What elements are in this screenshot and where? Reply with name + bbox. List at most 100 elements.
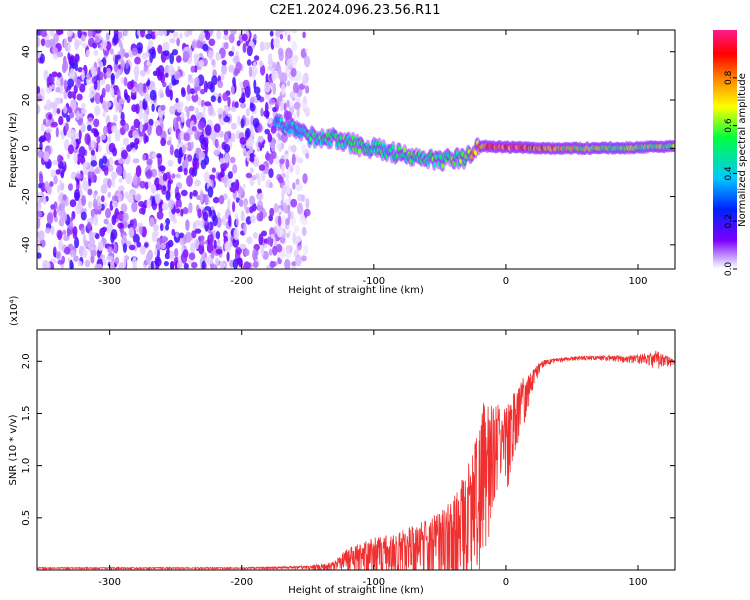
noise-cell (177, 166, 181, 173)
noise-cell (162, 185, 167, 191)
noise-cell (118, 158, 125, 164)
noise-cell (263, 81, 271, 93)
noise-cell (151, 168, 157, 178)
noise-cell (136, 42, 144, 52)
noise-cell (228, 33, 235, 44)
noise-cell (146, 158, 153, 166)
noise-cell (103, 218, 109, 225)
noise-cell (183, 167, 188, 176)
noise-cell (75, 172, 80, 179)
noise-cell (305, 198, 310, 209)
noise-cell (235, 179, 240, 192)
noise-cell (305, 48, 309, 54)
noise-cell (281, 184, 288, 194)
noise-cell (199, 134, 206, 144)
noise-cell (70, 100, 77, 111)
noise-cell (222, 215, 227, 226)
noise-cell (270, 233, 275, 239)
noise-cell (138, 207, 145, 215)
noise-cell (57, 259, 65, 265)
noise-cell (46, 212, 54, 225)
noise-cell (44, 181, 49, 191)
spectrogram-y-tick-label: -20 (21, 188, 32, 204)
noise-cell (118, 31, 122, 39)
noise-cell (60, 170, 65, 179)
noise-cell (132, 147, 136, 153)
noise-cell (93, 168, 100, 175)
noise-cell (166, 248, 170, 255)
noise-cell (146, 198, 152, 209)
noise-cell (161, 202, 169, 211)
noise-cell (248, 66, 253, 78)
noise-cell (222, 111, 226, 119)
noise-cell (208, 221, 214, 231)
noise-cell (143, 113, 149, 124)
noise-cell (285, 245, 291, 253)
noise-cell (301, 102, 308, 109)
noise-cell (55, 169, 61, 175)
noise-cell (271, 67, 276, 75)
noise-cell (147, 40, 154, 47)
noise-cell (80, 227, 85, 235)
noise-cell (169, 89, 173, 101)
noise-cell (185, 219, 190, 232)
noise-cell (160, 242, 166, 250)
noise-cell (37, 252, 42, 259)
noise-cell (240, 210, 245, 222)
noise-cell (275, 30, 280, 38)
noise-cell (215, 231, 221, 240)
noise-cell (228, 50, 234, 57)
spectrogram-x-tick-label: 100 (628, 276, 647, 287)
noise-cell (273, 158, 279, 164)
noise-cell (224, 241, 232, 253)
noise-cell (245, 172, 253, 179)
noise-cell (290, 144, 297, 153)
noise-cell (155, 257, 162, 267)
noise-cell (199, 240, 205, 246)
noise-cell (161, 236, 169, 243)
noise-cell (78, 129, 82, 141)
noise-cell (131, 201, 138, 213)
noise-cell (80, 108, 87, 115)
noise-cell (246, 59, 252, 66)
noise-cell (257, 199, 264, 212)
noise-cell (287, 209, 291, 221)
noise-cell (180, 251, 188, 264)
snr-x-tick-label: -300 (98, 577, 121, 588)
noise-cell (145, 81, 150, 87)
noise-cell (123, 30, 129, 36)
noise-cell (202, 211, 209, 222)
noise-cell (96, 79, 101, 91)
noise-cell (252, 117, 260, 128)
signal-cell (432, 162, 436, 168)
noise-cell (55, 127, 59, 138)
noise-cell (157, 171, 163, 177)
colorbar-tick-label: 0.0 (724, 262, 734, 277)
noise-cell (169, 105, 176, 115)
noise-cell (233, 228, 240, 241)
noise-cell (90, 254, 95, 264)
noise-cell (174, 148, 180, 158)
noise-cell (287, 34, 291, 42)
noise-cell (59, 179, 63, 186)
noise-cell (199, 220, 203, 228)
noise-cell (238, 186, 243, 196)
noise-cell (286, 184, 290, 193)
noise-cell (53, 208, 57, 218)
noise-cell (37, 217, 41, 229)
noise-cell (252, 261, 259, 268)
noise-cell (220, 176, 228, 184)
noise-cell (139, 69, 146, 77)
noise-cell (183, 262, 189, 269)
noise-cell (257, 174, 261, 187)
noise-cell (191, 261, 198, 269)
noise-cell (63, 105, 68, 114)
noise-cell (241, 33, 248, 42)
noise-cell (96, 195, 101, 207)
noise-cell (219, 260, 226, 269)
noise-cell (37, 244, 41, 254)
noise-cell (93, 49, 99, 57)
noise-cell (223, 30, 229, 36)
noise-cell (235, 213, 239, 220)
